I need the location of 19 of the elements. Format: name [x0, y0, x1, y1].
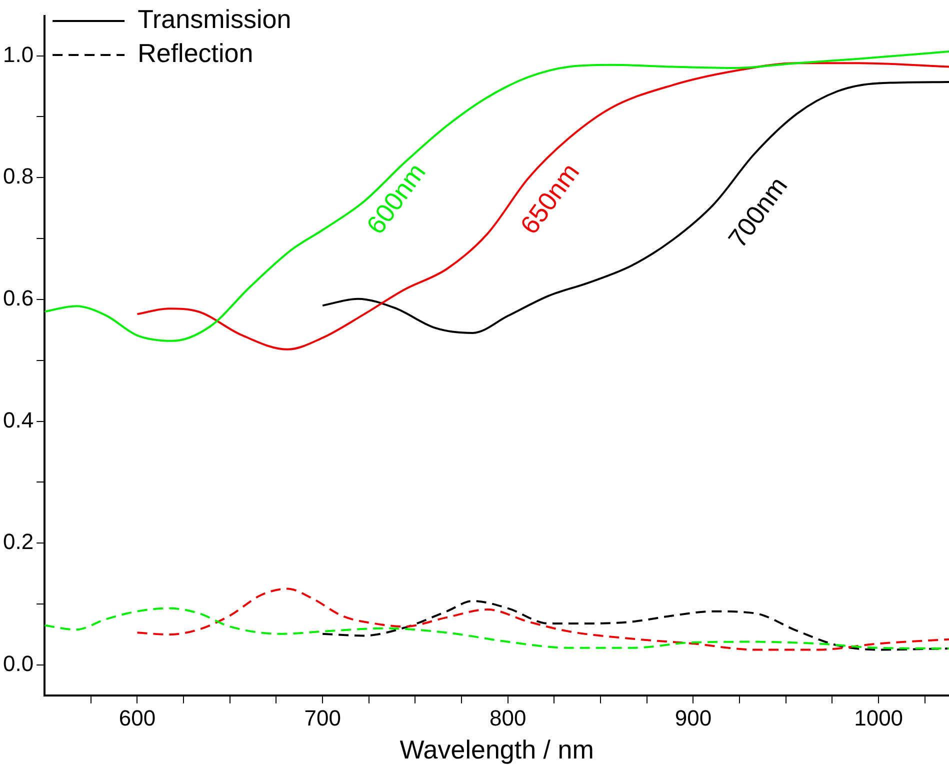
x-tick-label: 900	[674, 706, 712, 731]
y-tick-label: 0.4	[2, 407, 34, 432]
x-tick-label: 700	[304, 706, 341, 731]
line-series	[44, 607, 949, 650]
line-series	[322, 80, 949, 334]
legend-label: Reflection	[138, 38, 254, 68]
x-tick-label: 600	[118, 706, 156, 731]
x-axis-title: Wavelength / nm	[400, 734, 594, 765]
x-tick-label: 800	[490, 706, 526, 731]
y-tick-label: 1.0	[2, 42, 34, 67]
legend-label: Transmission	[138, 4, 292, 34]
y-tick-label: 0.0	[2, 651, 34, 676]
line-series	[136, 588, 949, 651]
y-tick-label: 0.8	[2, 164, 34, 189]
x-tick-label: 1000	[854, 706, 904, 731]
y-tick-label: 0.2	[2, 529, 34, 554]
line-series	[136, 62, 949, 350]
line-series	[322, 600, 949, 651]
y-tick-label: 0.6	[2, 286, 34, 311]
